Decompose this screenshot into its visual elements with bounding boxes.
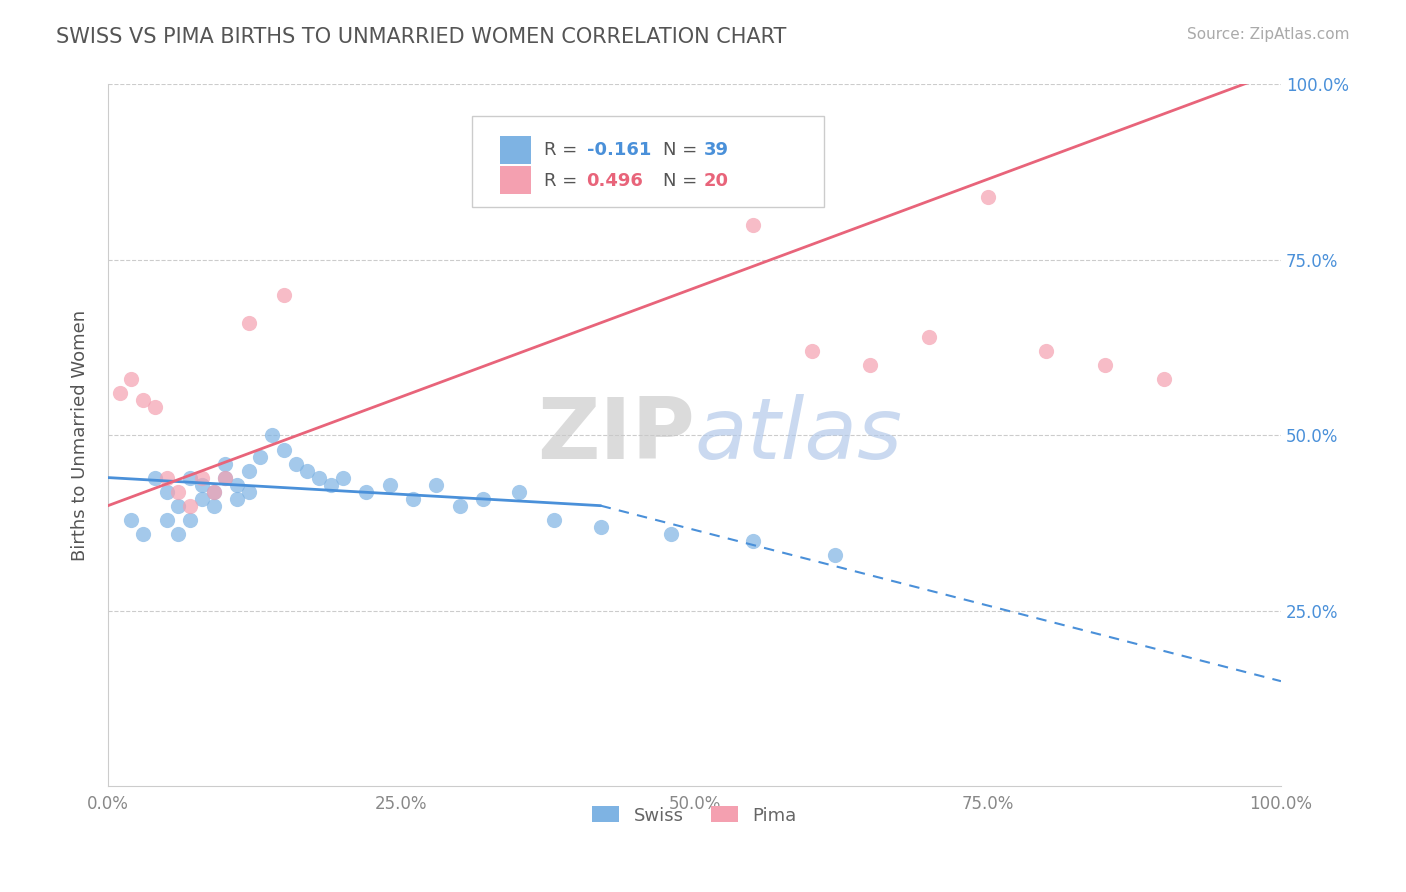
Point [1153, 372, 1175, 386]
Point [167, 499, 190, 513]
Point [191, 470, 214, 484]
Point [202, 484, 225, 499]
Point [742, 533, 765, 548]
Point [120, 372, 142, 386]
Point [108, 386, 131, 401]
Text: 0.496: 0.496 [586, 172, 644, 190]
Point [238, 316, 260, 330]
Text: -0.161: -0.161 [586, 141, 651, 159]
FancyBboxPatch shape [499, 136, 531, 164]
Point [425, 477, 447, 491]
Point [824, 548, 846, 562]
Point [273, 288, 295, 302]
Point [284, 457, 307, 471]
Point [508, 484, 530, 499]
Point [120, 513, 142, 527]
FancyBboxPatch shape [471, 116, 824, 207]
Text: 39: 39 [704, 141, 728, 159]
Point [273, 442, 295, 457]
Text: R =: R = [544, 141, 583, 159]
Point [800, 344, 823, 359]
Point [238, 464, 260, 478]
Point [238, 484, 260, 499]
Point [742, 218, 765, 232]
Point [977, 190, 1000, 204]
Point [319, 477, 342, 491]
Point [449, 499, 471, 513]
Point [179, 499, 201, 513]
Point [202, 499, 225, 513]
Point [472, 491, 495, 506]
Y-axis label: Births to Unmarried Women: Births to Unmarried Women [72, 310, 89, 561]
Point [297, 464, 319, 478]
Point [1094, 358, 1116, 372]
Point [226, 491, 249, 506]
Point [659, 526, 682, 541]
Point [167, 484, 190, 499]
Point [226, 477, 249, 491]
Point [156, 513, 179, 527]
Point [354, 484, 377, 499]
Point [918, 330, 941, 344]
Text: ZIP: ZIP [537, 394, 695, 477]
Text: SWISS VS PIMA BIRTHS TO UNMARRIED WOMEN CORRELATION CHART: SWISS VS PIMA BIRTHS TO UNMARRIED WOMEN … [56, 27, 786, 46]
Point [132, 393, 155, 408]
Point [156, 484, 179, 499]
Point [378, 477, 401, 491]
Text: atlas: atlas [695, 394, 903, 477]
Point [308, 470, 330, 484]
Point [214, 457, 236, 471]
Point [132, 526, 155, 541]
Point [179, 470, 201, 484]
Point [191, 491, 214, 506]
Point [262, 428, 284, 442]
Text: R =: R = [544, 172, 583, 190]
Point [543, 513, 565, 527]
Point [143, 470, 166, 484]
Legend: Swiss, Pima: Swiss, Pima [583, 797, 806, 834]
Point [859, 358, 882, 372]
Point [214, 470, 236, 484]
Text: N =: N = [662, 172, 703, 190]
Text: 20: 20 [704, 172, 728, 190]
Point [143, 401, 166, 415]
Point [332, 470, 354, 484]
Text: Source: ZipAtlas.com: Source: ZipAtlas.com [1187, 27, 1350, 42]
Point [402, 491, 425, 506]
Point [156, 470, 179, 484]
FancyBboxPatch shape [499, 166, 531, 194]
Point [191, 477, 214, 491]
Text: N =: N = [662, 141, 703, 159]
Point [249, 450, 271, 464]
Point [179, 513, 201, 527]
Point [214, 470, 236, 484]
Point [1035, 344, 1057, 359]
Point [589, 519, 612, 533]
Point [167, 526, 190, 541]
Point [202, 484, 225, 499]
